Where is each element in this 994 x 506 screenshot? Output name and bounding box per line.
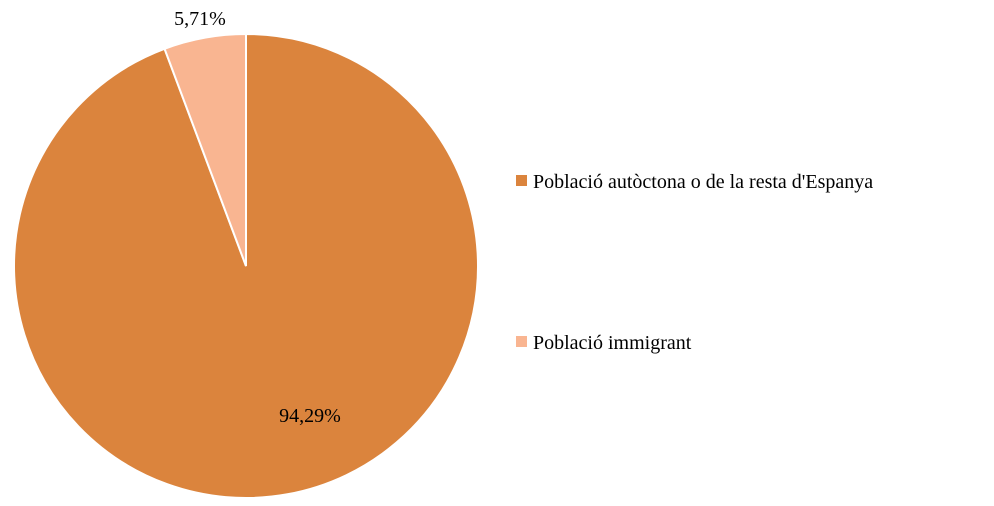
legend-item-0: Població autòctona o de la resta d'Espan… [516,171,873,193]
data-labels: 94,29% 5,71% [174,8,341,427]
legend-label-1: Població immigrant [533,332,692,354]
legend-item-1: Població immigrant [516,332,692,354]
legend-swatch-1 [516,336,527,347]
data-label-0: 94,29% [279,405,341,427]
data-label-1: 5,71% [174,8,226,30]
legend: Població autòctona o de la resta d'Espan… [516,171,873,354]
pie-slice-1 [163,32,247,267]
legend-label-0: Població autòctona o de la resta d'Espan… [533,171,873,193]
pie-slices [13,32,479,499]
legend-swatch-0 [516,175,527,186]
